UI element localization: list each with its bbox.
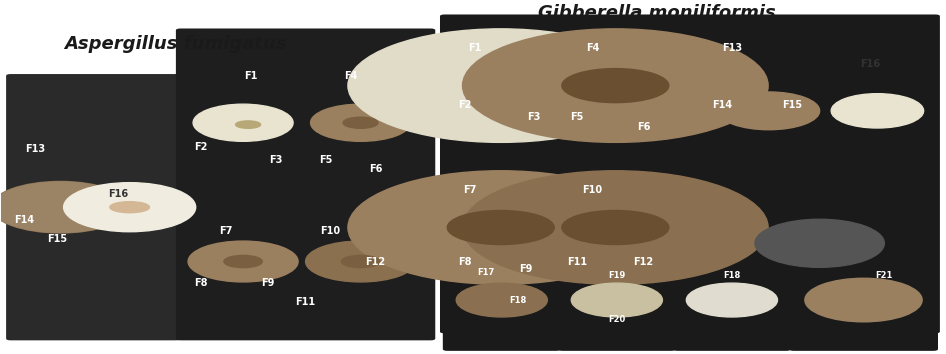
Text: F8: F8 <box>458 257 472 267</box>
Text: F14: F14 <box>14 215 34 225</box>
Text: F17: F17 <box>477 268 494 277</box>
Text: F16: F16 <box>108 189 128 199</box>
Text: F6: F6 <box>637 122 650 132</box>
FancyBboxPatch shape <box>699 15 940 333</box>
Circle shape <box>0 182 130 233</box>
Circle shape <box>310 104 411 141</box>
Text: F7: F7 <box>219 225 233 236</box>
Text: F2: F2 <box>459 99 472 109</box>
Text: F2: F2 <box>194 142 207 153</box>
Text: F21: F21 <box>876 271 893 280</box>
Text: F4: F4 <box>586 43 599 53</box>
Circle shape <box>456 283 548 317</box>
Text: F6: F6 <box>369 164 382 174</box>
Text: F1: F1 <box>244 72 257 81</box>
Circle shape <box>832 94 923 128</box>
Text: F20: F20 <box>608 315 625 324</box>
FancyBboxPatch shape <box>176 28 435 340</box>
Text: F16: F16 <box>861 58 881 69</box>
Text: F9: F9 <box>519 263 533 274</box>
Text: F1: F1 <box>468 43 482 53</box>
Ellipse shape <box>236 121 260 128</box>
Text: F7: F7 <box>464 185 477 195</box>
Text: F10: F10 <box>583 185 603 195</box>
FancyBboxPatch shape <box>673 249 791 351</box>
Circle shape <box>63 183 196 232</box>
Text: F3: F3 <box>269 155 282 165</box>
Text: F12: F12 <box>633 257 654 267</box>
FancyBboxPatch shape <box>440 15 704 333</box>
Text: Aspergillus fumigatus: Aspergillus fumigatus <box>64 35 288 53</box>
Text: F15: F15 <box>781 99 802 109</box>
Ellipse shape <box>562 211 669 245</box>
Circle shape <box>463 29 768 142</box>
Text: F15: F15 <box>47 234 67 244</box>
Circle shape <box>755 219 885 267</box>
FancyBboxPatch shape <box>6 74 181 340</box>
Text: F13: F13 <box>26 144 45 154</box>
Circle shape <box>718 92 819 130</box>
Text: F14: F14 <box>712 99 732 109</box>
Circle shape <box>571 283 662 317</box>
Text: F9: F9 <box>261 278 274 288</box>
Circle shape <box>687 283 778 317</box>
Circle shape <box>193 104 293 141</box>
FancyBboxPatch shape <box>558 249 675 351</box>
Text: F18: F18 <box>724 271 741 280</box>
Text: F11: F11 <box>295 297 316 307</box>
Text: Gibberella moniliformis: Gibberella moniliformis <box>538 4 776 22</box>
Circle shape <box>805 278 922 322</box>
Text: F18: F18 <box>509 296 527 304</box>
Text: F5: F5 <box>319 155 332 165</box>
Ellipse shape <box>224 255 262 268</box>
FancyBboxPatch shape <box>443 249 561 351</box>
Circle shape <box>348 171 654 284</box>
Text: F5: F5 <box>570 112 584 122</box>
Circle shape <box>0 182 129 233</box>
Text: F8: F8 <box>194 278 207 288</box>
Text: F12: F12 <box>365 257 386 267</box>
Text: F10: F10 <box>321 225 341 236</box>
FancyBboxPatch shape <box>789 249 938 351</box>
Circle shape <box>348 29 654 142</box>
Ellipse shape <box>447 211 554 245</box>
Text: F11: F11 <box>567 257 587 267</box>
Text: F13: F13 <box>722 43 742 53</box>
Ellipse shape <box>343 117 378 128</box>
Circle shape <box>188 241 298 282</box>
Ellipse shape <box>110 202 149 213</box>
Text: F19: F19 <box>608 271 625 280</box>
Text: F3: F3 <box>527 112 540 122</box>
Text: F4: F4 <box>344 72 358 81</box>
Circle shape <box>463 171 768 284</box>
Ellipse shape <box>562 69 669 103</box>
Ellipse shape <box>342 255 379 268</box>
Circle shape <box>306 241 415 282</box>
